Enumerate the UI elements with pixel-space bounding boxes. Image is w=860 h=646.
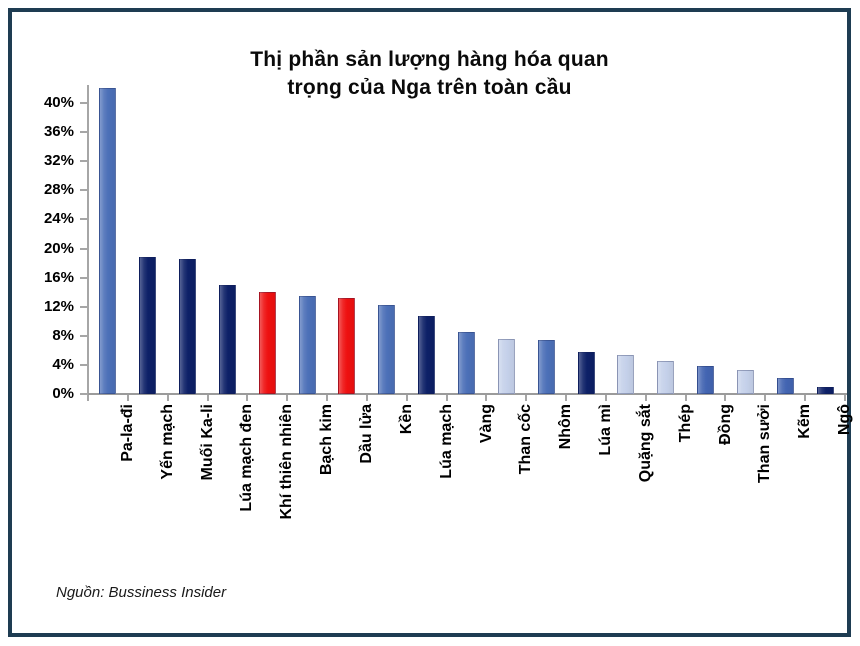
bar-Nhôm — [537, 340, 555, 394]
bar-Vàng — [458, 332, 475, 394]
x-category-label: Quặng sắt — [636, 404, 654, 483]
bar-Lúa mạch đen — [218, 284, 236, 394]
x-tick-mark — [206, 395, 209, 401]
y-tick-mark — [80, 276, 88, 279]
y-tick-mark — [80, 189, 88, 192]
chart-frame: Thị phần sản lượng hàng hóa quan trọng c… — [8, 8, 853, 637]
bar-Yến mạch — [139, 257, 157, 394]
x-tick-mark — [126, 395, 129, 401]
y-tick-label: 20% — [43, 239, 74, 257]
chart-title-line1: Thị phần sản lượng hàng hóa quan — [250, 48, 609, 71]
x-tick-mark — [644, 395, 647, 401]
x-tick-mark — [286, 395, 289, 401]
y-tick-mark — [80, 160, 88, 163]
x-tick-mark — [684, 395, 687, 401]
bar-Quặng sắt — [617, 355, 635, 394]
x-category-label: Kền — [397, 404, 415, 435]
bar-Than sưởi — [736, 370, 754, 394]
x-axis — [82, 393, 847, 395]
x-tick-mark — [565, 395, 568, 401]
x-category-label: Lúa mì — [597, 404, 615, 456]
x-tick-mark — [724, 395, 727, 401]
x-category-label: Lúa mạch — [437, 404, 455, 479]
y-tick-label: 40% — [43, 94, 74, 112]
x-tick-mark — [405, 395, 408, 401]
y-tick-label: 4% — [52, 355, 74, 373]
x-category-label: Lúa mạch đen — [238, 404, 256, 512]
y-tick-label: 28% — [43, 181, 74, 199]
y-tick-mark — [80, 218, 88, 221]
bar-Đồng — [697, 366, 715, 394]
x-category-label: Muối Ka-li — [198, 404, 216, 481]
y-tick-mark — [80, 363, 88, 366]
x-category-label: Than sưởi — [756, 404, 774, 483]
y-tick-label: 32% — [43, 152, 74, 170]
y-tick-mark — [80, 393, 88, 395]
y-tick-label: 24% — [43, 210, 74, 228]
bar-Kẽm — [776, 378, 794, 394]
x-category-label: Nhôm — [557, 404, 575, 450]
bar-Lúa mạch — [418, 316, 436, 394]
bar-Thép — [657, 360, 675, 394]
x-tick-mark — [604, 395, 607, 401]
x-tick-mark — [844, 395, 846, 401]
bar-Ngô — [816, 386, 834, 394]
y-tick-label: 36% — [43, 123, 74, 141]
x-tick-mark — [764, 395, 767, 401]
plot-area: 0% 4% 8% 12% 16% 20% 24% 28% 32% 36% 40% Pa-la-đi Y… — [44, 85, 853, 520]
y-tick-label: 8% — [52, 326, 74, 344]
x-tick-mark — [804, 395, 807, 401]
x-category-label: Thép — [676, 404, 694, 443]
y-tick-mark — [80, 305, 88, 308]
bar-Dầu lửa — [338, 297, 356, 394]
x-tick-mark — [525, 395, 528, 401]
y-axis — [87, 85, 89, 394]
x-category-label: Dầu lửa — [357, 404, 375, 464]
x-tick-mark — [365, 395, 368, 401]
x-category-label: Khí thiên nhiên — [278, 404, 296, 520]
x-tick-mark — [166, 395, 169, 401]
x-category-label: Kẽm — [796, 404, 814, 439]
x-category-label: Yến mạch — [158, 404, 176, 480]
source-caption: Nguồn: Bussiness Insider — [56, 584, 227, 601]
y-tick-mark — [80, 334, 88, 337]
bar-Lúa mì — [577, 351, 595, 394]
y-tick-mark — [80, 102, 88, 105]
x-category-label: Pa-la-đi — [118, 404, 136, 462]
y-tick-label: 16% — [43, 268, 74, 286]
bar-Pa-la-đi — [99, 88, 117, 394]
bar-Kền — [378, 305, 396, 394]
x-category-label: Vàng — [477, 404, 495, 444]
x-tick-mark — [87, 395, 89, 401]
chart-title: Thị phần sản lượng hàng hóa quan trọng c… — [12, 46, 847, 102]
y-tick-mark — [80, 131, 88, 134]
bar-Bạch kim — [298, 295, 316, 394]
bar-Than cốc — [497, 338, 515, 394]
y-tick-label: 12% — [43, 297, 74, 315]
x-category-label: Than cốc — [517, 404, 535, 475]
bar-Muối Ka-li — [179, 259, 197, 394]
x-category-label: Đồng — [716, 404, 734, 445]
y-tick-mark — [80, 247, 88, 250]
bar-Khí thiên nhiên — [258, 292, 276, 394]
y-tick-label: 0% — [52, 385, 74, 402]
chart-title-line2: trọng của Nga trên toàn cầu — [287, 76, 572, 99]
x-category-label: Bạch kim — [318, 404, 336, 476]
x-tick-mark — [246, 395, 249, 401]
x-tick-mark — [445, 395, 448, 401]
x-tick-mark — [326, 395, 329, 401]
x-tick-mark — [485, 395, 488, 401]
x-category-label: Ngô — [836, 404, 854, 436]
